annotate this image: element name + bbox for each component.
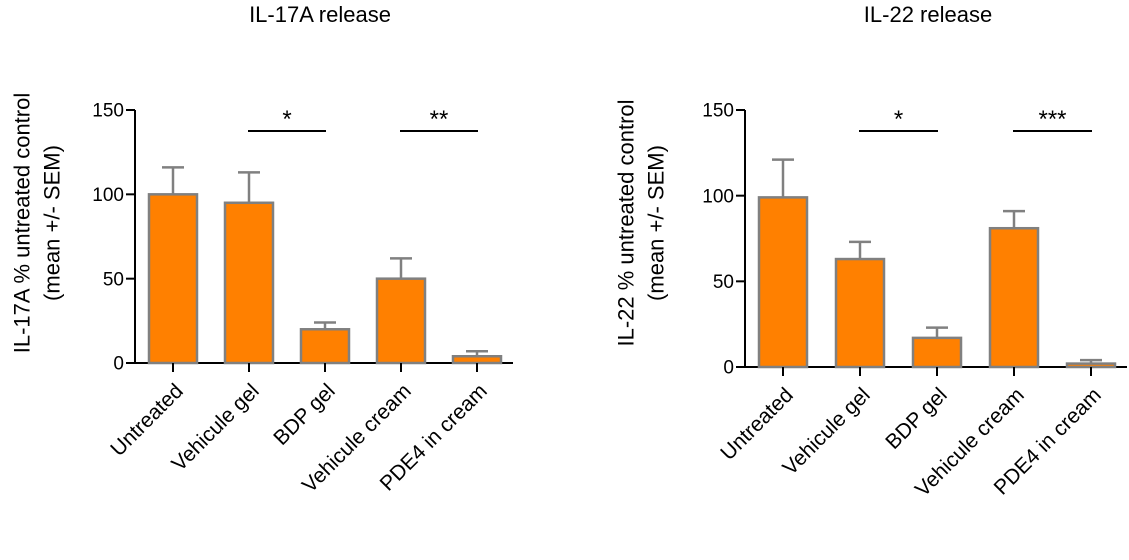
il22-ytick-label: 100 xyxy=(702,186,734,207)
il17a-ytick-label: 100 xyxy=(92,185,124,206)
il22-bar xyxy=(1065,362,1117,369)
il17a-significance-label: * xyxy=(282,106,291,133)
il22-chart-title: IL-22 release xyxy=(864,2,992,27)
il17a-significance-label: ** xyxy=(430,106,449,133)
il22-significance-label: *** xyxy=(1038,106,1066,133)
il17a-ylabel-line1: IL-17A % untreated control xyxy=(10,93,35,354)
il22-ylabel-line1: IL-22 % untreated control xyxy=(614,99,639,346)
il17a-ytick-label: 150 xyxy=(92,101,124,122)
il22-ytick-label: 150 xyxy=(702,101,734,122)
il22-ylabel-line2: (mean +/- SEM) xyxy=(644,145,669,301)
il17a-ytick-label: 50 xyxy=(103,269,124,290)
il22-ytick-label: 50 xyxy=(713,272,734,293)
il22-significance-label: * xyxy=(894,106,903,133)
il17a-ylabel-line2: (mean +/- SEM) xyxy=(40,145,65,301)
il17a-ytick-label: 0 xyxy=(113,354,124,375)
il17a-chart-title: IL-17A release xyxy=(249,2,391,27)
il22-bar xyxy=(988,226,1040,369)
il22-xtick-label: BDP gel xyxy=(881,383,951,453)
il22-bar xyxy=(911,336,963,369)
il22-bar xyxy=(834,257,886,369)
il22-ytick-label: 0 xyxy=(723,358,734,379)
il22-bar xyxy=(757,196,809,369)
il22-xtick-label: Untreated xyxy=(716,383,797,464)
